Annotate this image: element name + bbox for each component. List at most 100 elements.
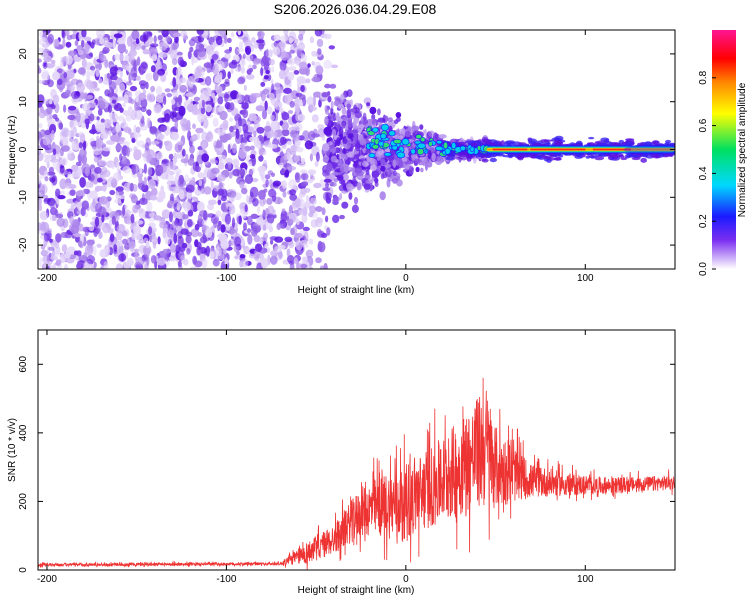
spectrogram-noise-blob (194, 71, 202, 78)
spectrogram-noise-blob (38, 102, 43, 108)
spectrogram-noise-blob (68, 105, 77, 111)
spectrogram-noise-blob (238, 148, 248, 159)
spectrogram-noise-blob (135, 38, 140, 45)
spectrogram-noise-blob (321, 207, 326, 216)
snr-frame (37, 329, 676, 571)
spectrogram-noise-blob (217, 162, 225, 170)
spectrogram-noise-blob (300, 188, 307, 195)
spectrogram-noise-blob (246, 74, 255, 80)
spectrogram-band-blob (613, 155, 618, 160)
spectrogram-noise-blob (249, 186, 259, 198)
spectrogram-noise-blob (116, 161, 120, 172)
spectrogram-noise-blob (162, 248, 171, 254)
spectrogram-noise-blob (280, 155, 288, 165)
spectrogram-noise-blob (160, 125, 167, 133)
spectrogram-noise-blob (147, 167, 153, 176)
spectrogram-noise-blob (87, 175, 92, 180)
spectrogram-noise-blob (199, 210, 208, 217)
spectrogram-noise-blob (316, 217, 324, 224)
spectrogram-noise-blob (288, 153, 292, 165)
spectrogram-transition-blob (332, 171, 340, 176)
spectrogram-carrier-blob (393, 138, 402, 145)
spectrogram-noise-blob (258, 189, 266, 200)
spectrogram-noise-blob (128, 72, 132, 84)
spectrogram-transition-blob (380, 158, 386, 165)
spectrogram-noise-blob (157, 236, 161, 245)
spectrogram-transition-blob (330, 155, 337, 163)
spectrogram-noise-blob (217, 30, 222, 35)
spectrogram-noise-blob (148, 36, 154, 44)
spectrogram-noise-blob (102, 227, 108, 234)
spectrogram-noise-blob (216, 140, 223, 149)
spectrogram-noise-blob (148, 226, 153, 235)
spectrogram-noise-blob (287, 110, 294, 114)
spectrogram-noise-blob (197, 232, 203, 237)
spectrogram-transition-blob (377, 121, 383, 126)
spectrogram-noise-blob (226, 199, 230, 207)
spectrogram-noise-blob (251, 178, 259, 183)
spectrogram-noise-blob (135, 220, 144, 225)
spectrogram-noise-blob (88, 225, 95, 232)
spectrogram-noise-blob (237, 30, 242, 36)
spectrogram-noise-blob (93, 58, 97, 65)
spectrogram-noise-blob (198, 179, 203, 187)
spectrogram-noise-blob (90, 41, 95, 49)
spectrogram-noise-blob (223, 81, 230, 87)
spectrogram-noise-blob (191, 134, 197, 140)
spectrogram-noise-blob (101, 214, 105, 223)
spectrogram-noise-blob (288, 66, 297, 71)
spectrogram-transition-blob (332, 128, 337, 138)
spectrogram-transition-blob (377, 117, 386, 124)
spectrogram-noise-blob (45, 147, 54, 154)
spectrogram-noise-blob (227, 71, 231, 79)
spectrogram-noise-blob (197, 241, 202, 251)
spectrogram-noise-blob (50, 59, 56, 64)
spectrogram-noise-blob (244, 204, 248, 213)
spectrogram-noise-blob (157, 117, 166, 123)
spectrogram-noise-blob (183, 35, 189, 40)
spectrogram-noise-blob (38, 189, 45, 200)
spectrogram-transition-blob (324, 83, 331, 89)
spectrogram-noise-blob (231, 59, 237, 65)
spectrogram-noise-blob (118, 194, 126, 200)
spectrogram-transition-blob (327, 174, 335, 180)
snr-y-tick-label: 200 (18, 493, 29, 510)
spectrogram-transition-blob (369, 106, 377, 115)
spectrogram-noise-blob (212, 117, 219, 128)
spectrogram-noise-blob (157, 257, 166, 266)
spectrogram-band-blob (620, 157, 628, 161)
spectrogram-transition-blob (339, 193, 343, 200)
spectrogram-transition-blob (345, 183, 354, 190)
spectrogram-noise-blob (50, 264, 57, 269)
spectrogram-transition-blob (387, 156, 395, 161)
spectrogram-noise-blob (270, 79, 274, 85)
spectrogram-noise-blob (39, 257, 43, 268)
spectrogram-transition-blob (325, 108, 329, 115)
spectrogram-noise-blob (245, 54, 254, 62)
spectrogram-noise-blob (115, 191, 120, 200)
spectrogram-noise-blob (178, 189, 185, 200)
spectrogram-noise-blob (247, 215, 253, 226)
spectrogram-noise-blob (133, 248, 140, 253)
spectrogram-transition-blob (422, 129, 427, 134)
spectrogram-noise-blob (238, 41, 244, 50)
spectrogram-transition-blob (336, 174, 344, 181)
spectrogram-noise-blob (271, 66, 275, 73)
spectrogram-noise-blob (38, 38, 46, 46)
spectrogram-noise-blob (262, 224, 267, 231)
spectrogram-carrier-blob (383, 152, 392, 157)
spectrogram-noise-blob (196, 201, 205, 212)
spectrogram-transition-blob (396, 179, 403, 187)
spectrogram-noise-blob (57, 195, 66, 200)
spectrogram-noise-blob (58, 122, 64, 130)
spectrogram-noise-blob (232, 158, 240, 166)
spectrogram-band-blob (627, 152, 632, 158)
spectrogram-noise-blob (183, 258, 189, 266)
spectrogram-noise-blob (286, 248, 291, 257)
spectrogram-transition-blob (343, 173, 349, 181)
snr-series-line (38, 377, 675, 570)
spectrogram-transition-blob (450, 138, 454, 143)
spectrogram-noise-blob (260, 67, 264, 76)
spectrogram-noise-blob (62, 38, 66, 48)
spectrogram-noise-blob (197, 172, 205, 179)
